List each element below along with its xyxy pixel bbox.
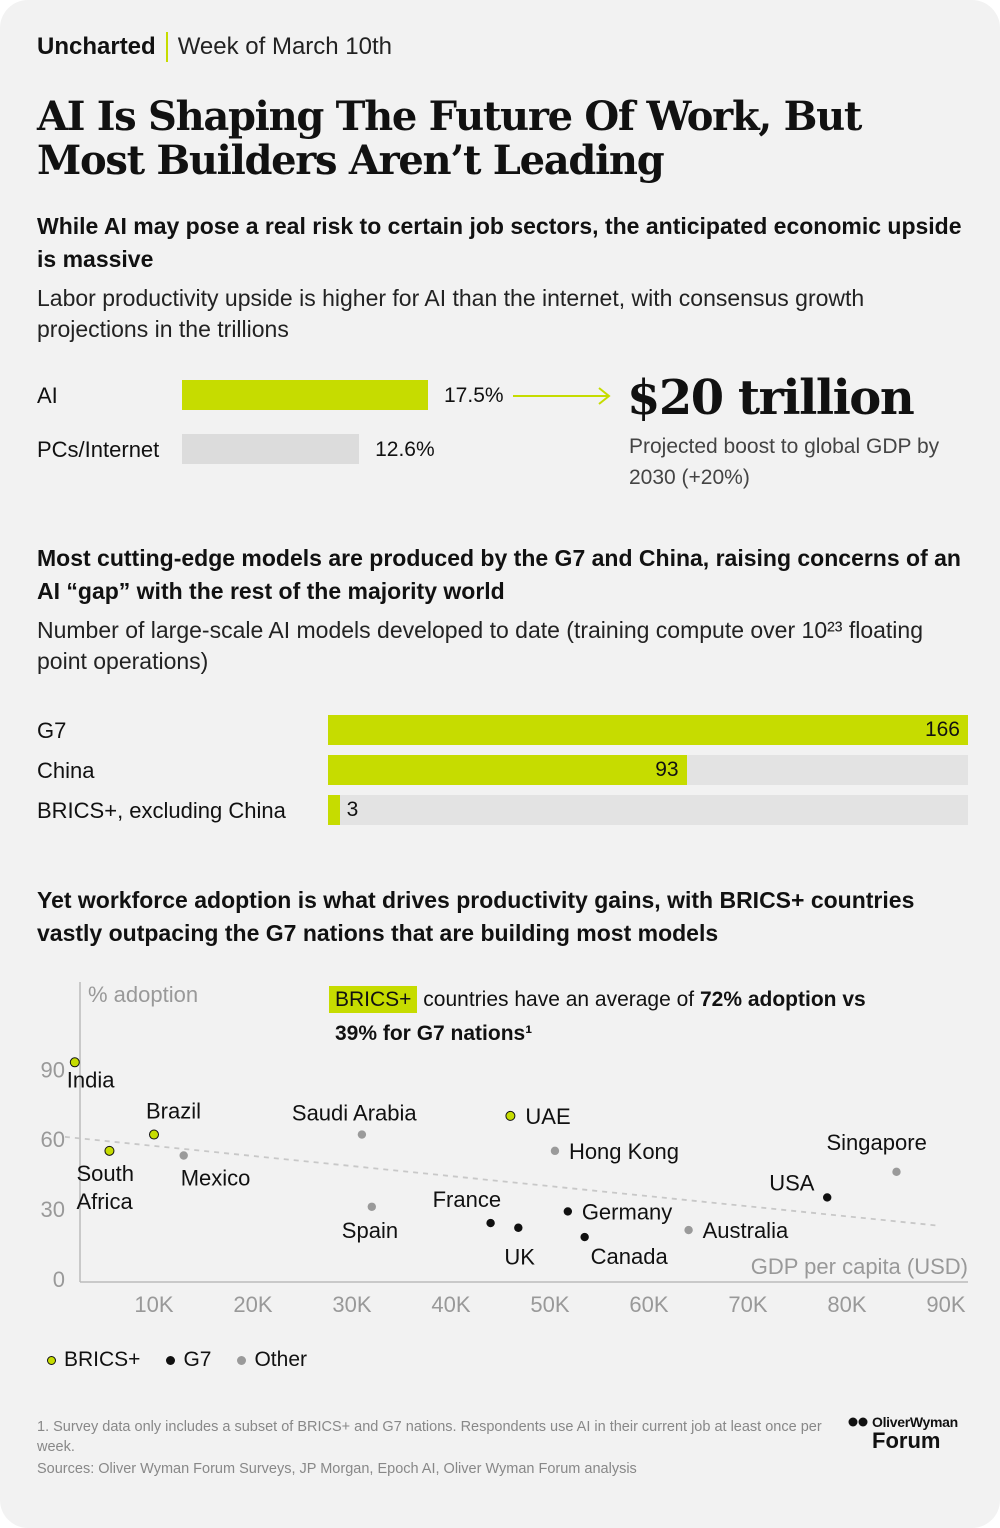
x-tick-label: 80K	[827, 1292, 866, 1317]
models-bar-label: China	[37, 758, 95, 783]
legend-label-brics: BRICS+	[64, 1348, 141, 1371]
scatter-point	[149, 1129, 159, 1140]
scatter-point	[69, 1057, 80, 1068]
y-tick-label: 60	[41, 1127, 65, 1152]
point-label: France	[433, 1187, 501, 1212]
y-tick-label: 90	[41, 1057, 65, 1082]
bar-value-ai: 17.5%	[444, 384, 504, 407]
models-bar-track	[328, 795, 968, 825]
scatter-point	[892, 1167, 901, 1177]
models-bar	[328, 795, 340, 825]
callout-highlight: BRICS+	[329, 986, 418, 1013]
point-label: South	[76, 1161, 134, 1186]
scatter-point	[179, 1151, 188, 1160]
header-divider	[165, 32, 168, 62]
scatter-point	[823, 1193, 832, 1202]
point-label: Australia	[703, 1218, 789, 1243]
bar-pcs-internet	[182, 434, 360, 464]
legend-label-other: Other	[254, 1348, 307, 1371]
y-axis-label: % adoption	[88, 982, 198, 1007]
scatter-point	[580, 1232, 589, 1242]
oliver-wyman-mark-icon	[848, 1417, 868, 1427]
scatter-point	[486, 1218, 495, 1228]
x-tick-label: 40K	[431, 1292, 470, 1317]
section2-subtitle: Number of large-scale AI models develope…	[37, 617, 923, 674]
point-label: India	[67, 1067, 115, 1092]
point-label: Spain	[342, 1218, 398, 1243]
models-bar	[328, 715, 968, 745]
x-axis-label: GDP per capita (USD)	[751, 1254, 968, 1279]
section1-subtitle: Labor productivity upside is higher for …	[37, 285, 865, 342]
section1-heading: While AI may pose a real risk to certain…	[37, 213, 962, 272]
footnote: 1. Survey data only includes a subset of…	[37, 1419, 822, 1455]
scatter-point	[367, 1202, 376, 1211]
callout-bold-1: 72% adoption vs	[699, 988, 866, 1011]
header: Uncharted Week of March 10th	[37, 32, 392, 62]
week-label: Week of March 10th	[177, 33, 393, 60]
adoption-callout: BRICS+ countries have an average of 72% …	[329, 983, 969, 1051]
point-label: Mexico	[181, 1166, 251, 1191]
logo-top-text: OliverWyman	[872, 1414, 958, 1430]
scatter-point	[563, 1207, 573, 1216]
section3-heading: Yet workforce adoption is what drives pr…	[37, 887, 915, 946]
scatter-point	[684, 1225, 693, 1235]
x-tick-label: 70K	[728, 1292, 767, 1317]
models-bar-label: G7	[37, 718, 67, 743]
legend-dot-other	[237, 1355, 247, 1365]
sources: Sources: Oliver Wyman Forum Surveys, JP …	[37, 1461, 637, 1477]
point-label: Saudi Arabia	[292, 1101, 418, 1126]
bar-label-pcs: PCs/Internet	[37, 437, 160, 462]
bar-value-pcs: 12.6%	[375, 438, 435, 461]
scatter-point	[550, 1146, 560, 1156]
point-label: Hong Kong	[569, 1139, 679, 1164]
models-bar	[328, 755, 687, 785]
point-label: UAE	[525, 1104, 570, 1129]
models-bar-value: 93	[655, 758, 679, 781]
point-label: UK	[504, 1245, 535, 1270]
oliver-wyman-logo: OliverWyman Forum	[848, 1414, 958, 1454]
adoption-scatter-chart: % adoption GDP per capita (USD) 0 30 60 90 10K…	[41, 982, 968, 1317]
headline-description: Projected boost to global GDP by 2030 (+…	[629, 435, 940, 489]
scatter-point	[514, 1223, 523, 1232]
callout-text: countries have an average of	[417, 988, 700, 1011]
callout-bold-2: 39% for G7 nations¹	[335, 1022, 533, 1045]
scatter-point	[104, 1145, 115, 1156]
models-bar-value: 3	[346, 798, 359, 821]
point-label: USA	[769, 1170, 815, 1195]
bar-label-ai: AI	[37, 383, 58, 408]
scatter-point	[357, 1130, 367, 1139]
y-tick-label: 30	[41, 1197, 65, 1222]
models-bar-value: 166	[924, 718, 960, 741]
legend-item-other: Other	[237, 1348, 307, 1372]
section2-heading: Most cutting-edge models are produced by…	[37, 545, 961, 604]
x-tick-label: 90K	[926, 1292, 965, 1317]
point-label: Singapore	[827, 1130, 927, 1155]
point-label: Africa	[76, 1189, 133, 1214]
bar-ai	[182, 380, 428, 410]
legend-label-g7: G7	[183, 1348, 212, 1371]
page-title: AI Is Shaping The Future Of Work, But Mo…	[37, 93, 862, 184]
legend-item-brics: BRICS+	[47, 1348, 140, 1372]
arrow-right-icon	[513, 387, 611, 405]
point-label: Germany	[582, 1199, 672, 1224]
logo-bottom-text: Forum	[872, 1428, 941, 1453]
y-tick-label: 0	[53, 1267, 65, 1292]
point-label: Canada	[591, 1244, 669, 1269]
models-bar-label: BRICS+, excluding China	[37, 798, 286, 823]
legend-dot-g7	[166, 1355, 176, 1365]
brand-name: Uncharted	[37, 33, 156, 60]
legend: BRICS+ G7 Other	[47, 1348, 333, 1372]
scatter-point	[505, 1110, 516, 1121]
x-tick-label: 30K	[332, 1292, 371, 1317]
point-label: Brazil	[146, 1099, 201, 1124]
x-tick-label: 20K	[233, 1292, 272, 1317]
x-tick-label: 10K	[134, 1292, 173, 1317]
x-tick-label: 50K	[530, 1292, 569, 1317]
x-tick-label: 60K	[629, 1292, 668, 1317]
legend-item-g7: G7	[166, 1348, 211, 1372]
headline-value: $20 trillion	[627, 370, 915, 426]
legend-dot-brics	[47, 1355, 56, 1365]
